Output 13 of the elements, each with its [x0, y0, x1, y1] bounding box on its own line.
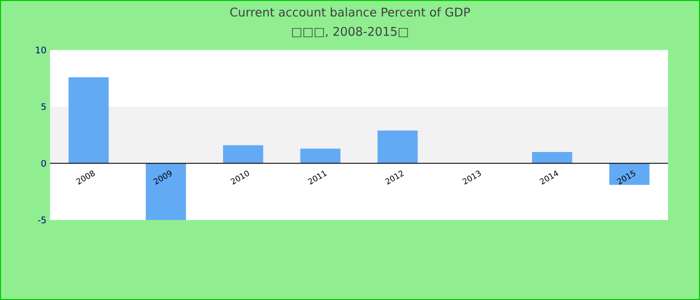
chart-title: Current account balance Percent of GDP	[230, 7, 470, 17]
bar	[146, 163, 186, 220]
bar	[68, 77, 109, 164]
chart-subtitle: □□□, 2008-2015□	[292, 26, 408, 38]
y-tick-label: 5	[41, 103, 46, 110]
bar	[223, 145, 264, 164]
y-tick-label: 10	[36, 46, 46, 54]
bar	[532, 152, 572, 164]
bar	[378, 130, 418, 164]
y-tick-label: -5	[38, 216, 46, 224]
y-tick-label: 0	[41, 160, 46, 167]
bar	[609, 163, 650, 185]
bar	[300, 148, 340, 164]
